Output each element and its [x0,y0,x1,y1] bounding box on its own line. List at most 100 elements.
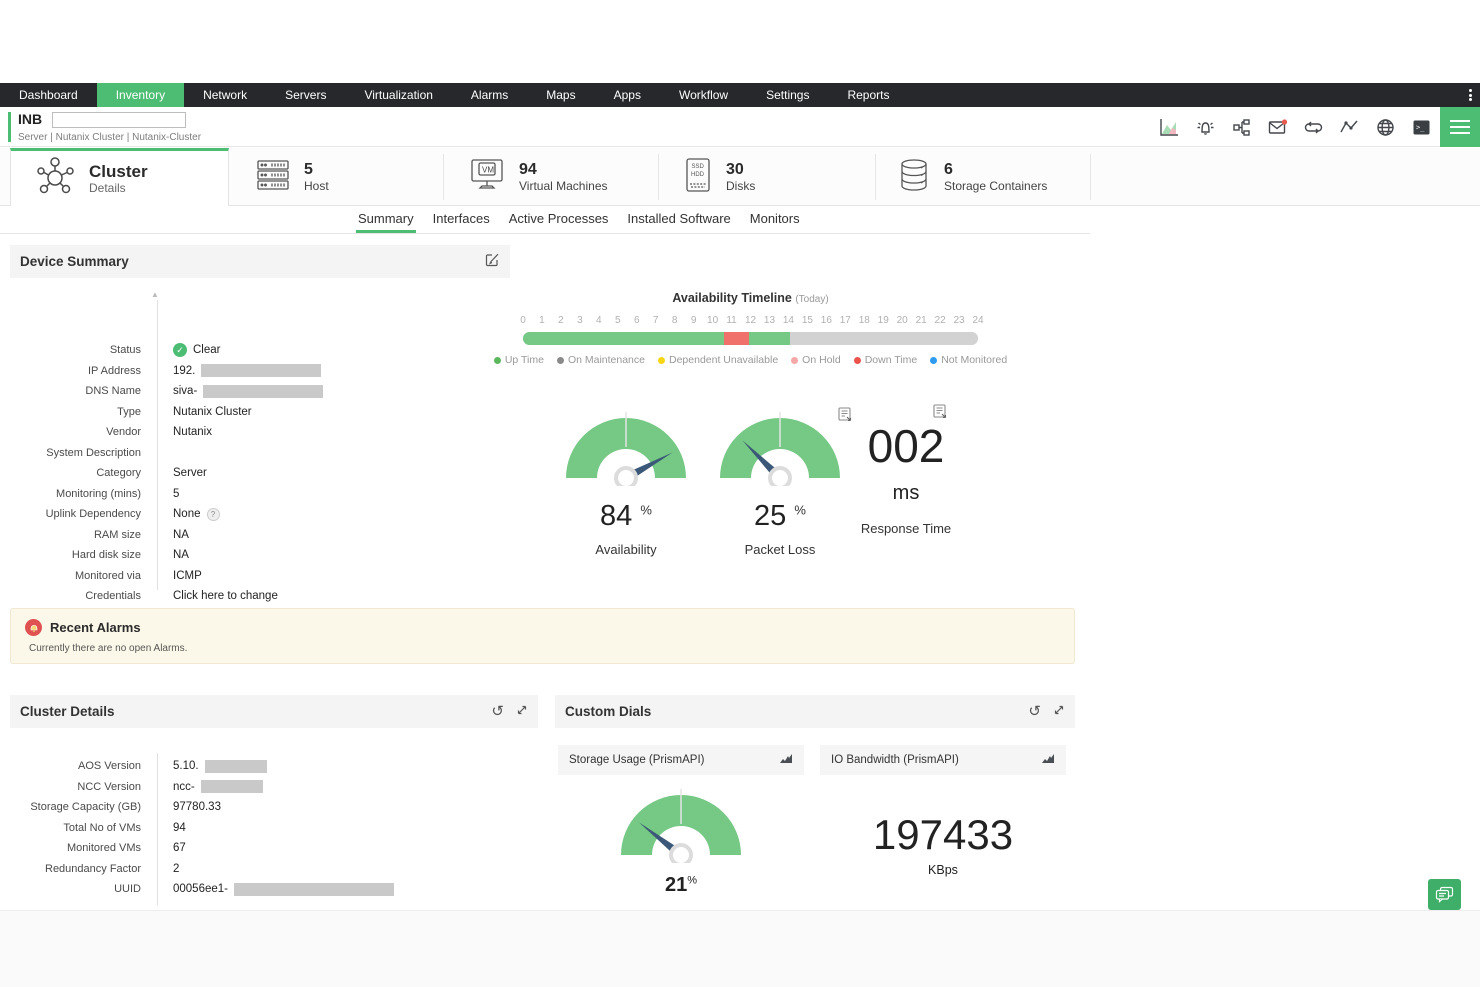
link-icon[interactable] [1303,117,1324,138]
collapse-caret-icon[interactable]: ▲ [151,290,159,299]
alarm-bell-icon[interactable] [1195,117,1216,138]
field-divider [157,753,158,905]
nav-tab-virtualization[interactable]: Virtualization [345,83,451,107]
timeline-tick: 18 [859,315,870,326]
timeline-tick: 14 [783,315,794,326]
legend-item: Dependent Unavailable [658,354,778,366]
field-category: Category Server [10,463,510,484]
report-icon[interactable] [836,406,853,423]
vm-count: 94 [519,161,608,179]
storage-count: 6 [944,161,1047,179]
gauge [546,406,706,491]
credentials-change-link[interactable]: Click here to change [173,590,278,602]
tab-disks[interactable]: SSDHDD 30 Disks [683,148,755,206]
timeline-segment-up [749,332,791,345]
timeline-ticks: 0123456789101112131415161718192021222324 [523,315,978,329]
timeline-tick: 1 [539,315,545,326]
terminal-icon[interactable]: >_ [1411,117,1432,138]
tab-cluster-details[interactable]: Cluster Details [10,148,229,206]
field-aos-version: AOS Version 5.10. [10,756,538,777]
mail-icon[interactable] [1267,117,1288,138]
nav-tab-alarms[interactable]: Alarms [452,83,527,107]
hamburger-menu-button[interactable] [1440,107,1480,147]
subtab-interfaces[interactable]: Interfaces [431,206,492,233]
availability-gauge: 84 % Availability [546,406,706,557]
cluster-details-header: Cluster Details ↺ [10,695,538,728]
field-redundancy-factor: Redundancy Factor 2 [10,859,538,880]
tab-cluster-title: Cluster [89,162,148,181]
topology-icon[interactable] [1231,117,1252,138]
status-color-bar [8,112,11,142]
redacted-value [201,364,321,377]
kebab-menu-icon[interactable] [1469,83,1472,107]
tab-separator [875,154,876,200]
host-count: 5 [304,161,329,179]
recent-alarms-message: Currently there are no open Alarms. [11,636,1074,654]
legend-item: Not Monitored [930,354,1007,366]
timeline-tick: 17 [840,315,851,326]
redacted-value [234,883,394,896]
device-name: INB [18,111,42,127]
mini-chart-icon[interactable] [779,751,793,769]
globe-icon[interactable] [1375,117,1396,138]
nav-tab-servers[interactable]: Servers [266,83,345,107]
nav-tab-settings[interactable]: Settings [747,83,828,107]
timeline-tick: 8 [672,315,678,326]
field-system-description: System Description [10,443,510,464]
recent-alarms-panel: Recent Alarms Currently there are no ope… [10,608,1075,664]
report-icon[interactable] [931,403,948,420]
nav-tab-network[interactable]: Network [184,83,266,107]
chat-feedback-button[interactable] [1428,879,1461,910]
host-label: Host [304,179,329,193]
tab-virtual-machines[interactable]: VM 94 Virtual Machines [468,148,608,206]
line-chart-icon[interactable] [1339,117,1360,138]
gauge [558,783,804,868]
device-name-input[interactable] [52,112,186,128]
help-icon[interactable]: ? [207,508,220,521]
field-monitored-via: Monitored via ICMP [10,566,510,587]
dial-header: Storage Usage (PrismAPI) [558,745,804,775]
gauge-label: Response Time [826,521,986,536]
storage-usage-dial: Storage Usage (PrismAPI) 21% [558,745,804,897]
io-bandwidth-dial: IO Bandwidth (PrismAPI) 197433 KBps [820,745,1066,877]
nav-tab-apps[interactable]: Apps [595,83,660,107]
custom-dials-header: Custom Dials ↺ [555,695,1075,728]
refresh-icon[interactable]: ↺ [1028,704,1041,719]
refresh-icon[interactable]: ↺ [491,704,504,719]
mini-chart-icon[interactable] [1041,751,1055,769]
svg-text:SSD: SSD [692,164,705,170]
field-ram-size: RAM size NA [10,525,510,546]
tab-storage-containers[interactable]: 6 Storage Containers [897,148,1047,206]
timeline-bar [523,332,978,345]
subtab-active-processes[interactable]: Active Processes [507,206,611,233]
field-vendor: Vendor Nutanix [10,422,510,443]
nav-tab-workflow[interactable]: Workflow [660,83,747,107]
subtab-summary[interactable]: Summary [356,206,416,233]
tab-host[interactable]: 5 Host [255,148,329,206]
nav-tab-dashboard[interactable]: Dashboard [0,83,97,107]
legend-item: Down Time [854,354,918,366]
expand-icon[interactable] [1053,703,1065,721]
expand-icon[interactable] [516,703,528,721]
dial-header: IO Bandwidth (PrismAPI) [820,745,1066,775]
timeline-tick: 6 [634,315,640,326]
timeline-tick: 21 [916,315,927,326]
timeline-tick: 23 [953,315,964,326]
field-uuid: UUID 00056ee1- [10,879,538,900]
tab-separator [658,154,659,200]
tab-cluster-subtitle: Details [89,181,148,195]
field-credentials: Credentials Click here to change [10,586,510,607]
field-ncc-version: NCC Version ncc- [10,777,538,798]
response-time-unit: ms [826,482,986,505]
dial-title: IO Bandwidth (PrismAPI) [831,754,959,766]
nav-tab-reports[interactable]: Reports [828,83,908,107]
nav-tab-inventory[interactable]: Inventory [97,83,184,107]
timeline-tick: 7 [653,315,659,326]
edit-icon[interactable] [485,252,500,272]
subtab-monitors[interactable]: Monitors [748,206,802,233]
subtab-installed-software[interactable]: Installed Software [625,206,732,233]
vm-label: Virtual Machines [519,179,608,193]
area-chart-icon[interactable] [1159,117,1180,138]
nav-tab-maps[interactable]: Maps [527,83,594,107]
field-dns-name: DNS Name siva- [10,381,510,402]
